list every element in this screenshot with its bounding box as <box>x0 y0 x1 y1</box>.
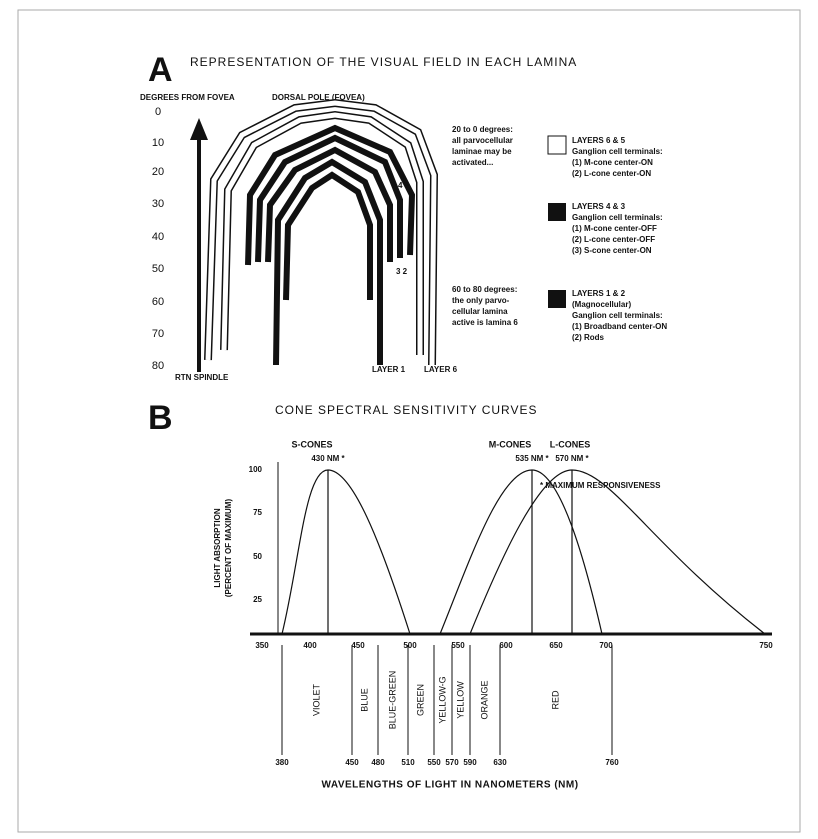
figure: A REPRESENTATION OF THE VISUAL FIELD IN … <box>0 0 818 839</box>
legend-swatch <box>548 203 566 221</box>
degree-tick: 70 <box>152 328 164 340</box>
cone-peak: 535 NM * <box>515 454 549 463</box>
axis-label: DEGREES FROM FOVEA <box>140 93 235 102</box>
band-edge-label: 590 <box>463 758 477 767</box>
band-label: VIOLET <box>311 683 321 716</box>
band-label: YELLOW <box>455 681 465 719</box>
legend-text: (1) M-cone center-OFF <box>572 224 657 233</box>
legend-text: LAYERS 1 & 2 <box>572 289 626 298</box>
legend-text: (2) L-cone center-OFF <box>572 235 655 244</box>
band-label: RED <box>550 690 560 710</box>
y-tick-label: 100 <box>249 465 263 474</box>
note: 20 to 0 degrees: <box>452 125 513 134</box>
layer-mark: 3 2 <box>396 267 408 276</box>
bottom-label: RTN SPINDLE <box>175 373 229 382</box>
panel-title: REPRESENTATION OF THE VISUAL FIELD IN EA… <box>190 55 577 69</box>
band-label: ORANGE <box>479 680 489 719</box>
legend-text: LAYERS 4 & 3 <box>572 202 626 211</box>
legend-swatch <box>548 136 566 154</box>
degree-tick: 50 <box>152 263 164 275</box>
note: activated... <box>452 158 493 167</box>
degree-tick: 40 <box>152 231 164 243</box>
legend-text: (1) Broadband center-ON <box>572 322 667 331</box>
cone-name: M-CONES <box>489 439 532 449</box>
degree-tick: 80 <box>152 360 164 372</box>
y-tick-label: 50 <box>253 552 262 561</box>
band-edge-label: 760 <box>605 758 619 767</box>
x-tick-label: 600 <box>499 641 513 650</box>
laminae <box>208 103 434 365</box>
band-edge-label: 510 <box>401 758 415 767</box>
y-tick-label: 75 <box>253 508 262 517</box>
legend-text: (3) S-cone center-ON <box>572 246 652 255</box>
legend-text: Ganglion cell terminals: <box>572 147 663 156</box>
cone-name: L-CONES <box>550 439 591 449</box>
degree-tick: 10 <box>152 137 164 149</box>
y-label: (PERCENT OF MAXIMUM) <box>224 499 233 598</box>
layer-mark: LAYER 1 <box>372 365 406 374</box>
panel-label: A <box>148 51 173 89</box>
band-edge-label: 570 <box>445 758 459 767</box>
x-tick-label: 500 <box>403 641 417 650</box>
cone-peak: 570 NM * <box>555 454 589 463</box>
x-tick-label: 400 <box>303 641 317 650</box>
x-tick-label: 750 <box>759 641 773 650</box>
band-edge-label: 630 <box>493 758 507 767</box>
band-edge-label: 480 <box>371 758 385 767</box>
legend-text: Ganglion cell terminals: <box>572 311 663 320</box>
y-tick-label: 25 <box>253 595 262 604</box>
degree-tick: 30 <box>152 198 164 210</box>
note: 60 to 80 degrees: <box>452 285 517 294</box>
degree-tick: 60 <box>152 296 164 308</box>
band-edge-label: 450 <box>345 758 359 767</box>
x-tick-label: 450 <box>351 641 365 650</box>
band-edge-label: 550 <box>427 758 441 767</box>
degree-tick: 20 <box>152 166 164 178</box>
x-tick-label: 350 <box>255 641 269 650</box>
layer-mark: 4 5 <box>398 181 410 190</box>
note: the only parvo- <box>452 296 510 305</box>
legend-swatch <box>548 290 566 308</box>
panel-label: B <box>148 399 173 437</box>
y-label: LIGHT ABSORPTION <box>213 508 222 587</box>
legend-text: (1) M-cone center-ON <box>572 158 653 167</box>
frame <box>18 10 800 832</box>
legend-text: (2) L-cone center-ON <box>572 169 651 178</box>
note: all parvocellular <box>452 136 513 145</box>
band-label: BLUE <box>359 688 369 712</box>
band-label: GREEN <box>415 684 425 716</box>
x-tick-label: 700 <box>599 641 613 650</box>
curves <box>282 470 765 634</box>
footnote: * MAXIMUM RESPONSIVENESS <box>540 481 661 490</box>
band-label: YELLOW-G <box>437 676 447 723</box>
cone-peak: 430 NM * <box>311 454 345 463</box>
note: laminae may be <box>452 147 512 156</box>
legend-text: LAYERS 6 & 5 <box>572 136 626 145</box>
note: cellular lamina <box>452 307 508 316</box>
note: active is lamina 6 <box>452 318 518 327</box>
legend-text: Ganglion cell terminals: <box>572 213 663 222</box>
top-label: DORSAL POLE (FOVEA) <box>272 93 365 102</box>
x-tick-label: 550 <box>451 641 465 650</box>
legend-text: (2) Rods <box>572 333 605 342</box>
band-edge-label: 380 <box>275 758 289 767</box>
panel-title: CONE SPECTRAL SENSITIVITY CURVES <box>275 403 538 417</box>
x-tick-label: 650 <box>549 641 563 650</box>
cone-name: S-CONES <box>291 439 332 449</box>
legend-text: (Magnocellular) <box>572 300 631 309</box>
band-label: BLUE-GREEN <box>387 671 397 730</box>
layer-mark: LAYER 6 <box>424 365 458 374</box>
degree-tick: 0 <box>155 106 161 118</box>
x-label: WAVELENGTHS OF LIGHT IN NANOMETERS (NM) <box>321 780 578 791</box>
